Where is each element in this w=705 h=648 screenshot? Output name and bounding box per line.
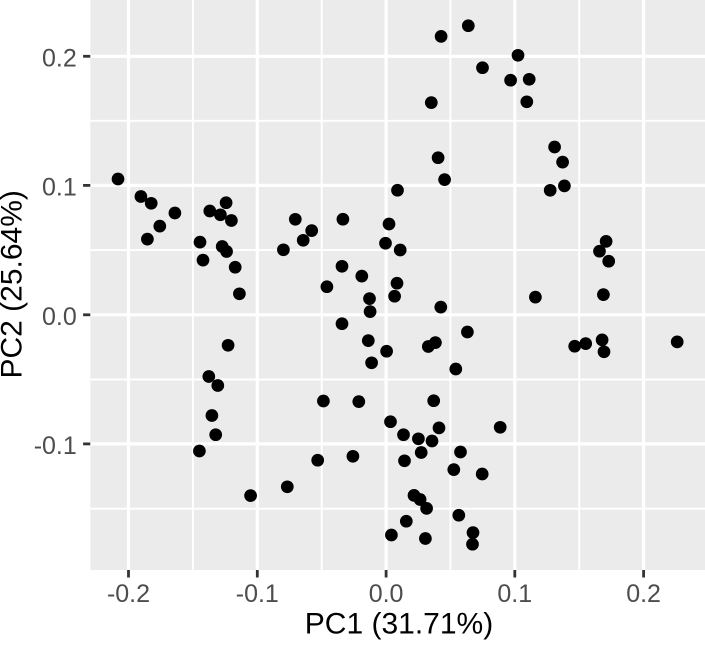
svg-text:0.1: 0.1	[42, 174, 77, 202]
svg-text:0.0: 0.0	[369, 580, 404, 608]
svg-text:0.2: 0.2	[42, 44, 77, 72]
svg-text:-0.2: -0.2	[107, 580, 150, 608]
svg-text:0.0: 0.0	[42, 303, 77, 331]
svg-text:-0.1: -0.1	[236, 580, 279, 608]
svg-text:PC2 (25.64%): PC2 (25.64%)	[0, 190, 28, 378]
svg-text:-0.1: -0.1	[34, 432, 77, 460]
svg-text:0.2: 0.2	[626, 580, 661, 608]
svg-text:PC1 (31.71%): PC1 (31.71%)	[305, 607, 493, 640]
svg-text:0.1: 0.1	[497, 580, 532, 608]
